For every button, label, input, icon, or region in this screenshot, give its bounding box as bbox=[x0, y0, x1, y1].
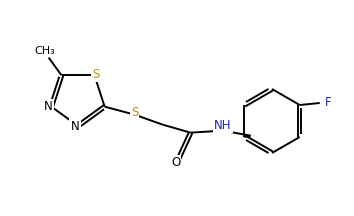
Text: NH: NH bbox=[214, 119, 232, 132]
Text: N: N bbox=[71, 119, 79, 132]
Text: F: F bbox=[324, 97, 331, 110]
Text: S: S bbox=[92, 68, 99, 81]
Text: S: S bbox=[131, 106, 138, 119]
Text: N: N bbox=[44, 100, 53, 113]
Text: O: O bbox=[171, 156, 180, 169]
Text: CH₃: CH₃ bbox=[34, 46, 55, 56]
